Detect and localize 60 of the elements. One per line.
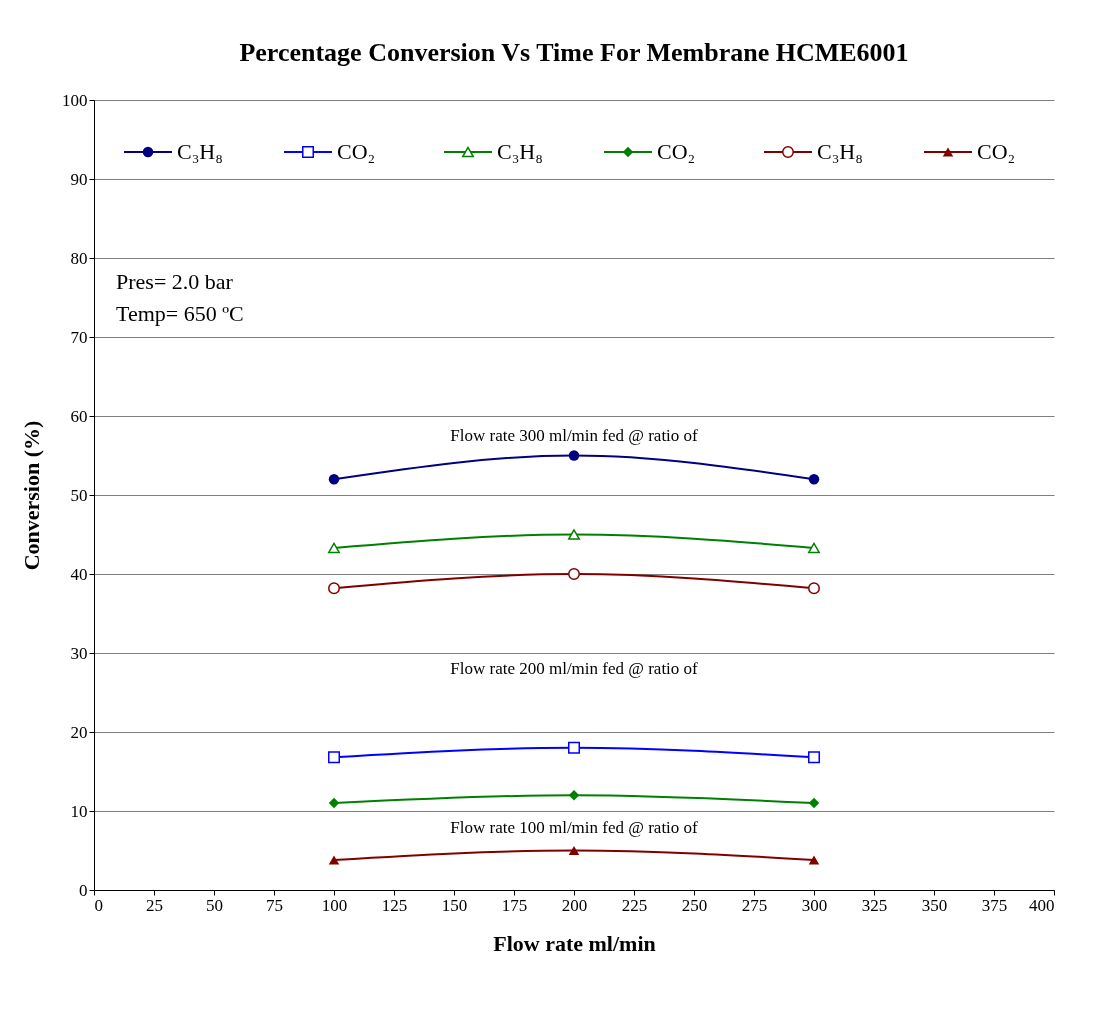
legend-label: CO₂ [657, 139, 696, 164]
x-tick-label: 175 [501, 895, 528, 915]
point [328, 751, 340, 764]
x-tick-label: 150 [441, 895, 468, 915]
x-tick-label: 275 [741, 895, 768, 915]
point [568, 568, 580, 580]
y-tick-label: 10 [70, 801, 88, 821]
legend-label: C₃H₈ [497, 139, 543, 164]
x-tick-label: 400 [1029, 895, 1055, 915]
point [568, 845, 580, 856]
annotation: Flow rate 300 ml/min fed @ ratio of [450, 425, 699, 445]
x-tick-label: 325 [861, 895, 888, 915]
point [808, 855, 820, 865]
y-tick-label: 40 [70, 564, 88, 584]
point [328, 797, 340, 809]
y-axis-title: Conversion (%) [19, 420, 44, 571]
x-tick-label: 300 [801, 895, 828, 915]
x-tick-label: 350 [921, 895, 948, 915]
y-tick-label: 80 [70, 248, 88, 268]
legend-label: C₃H₈ [177, 139, 223, 164]
x-tick-label: 125 [381, 895, 408, 915]
point [568, 529, 580, 540]
x-axis-title: Flow rate ml/min [493, 930, 656, 956]
point [328, 473, 340, 485]
point [808, 473, 820, 485]
x-tick-label: 250 [681, 895, 708, 915]
x-tick-label: 200 [561, 895, 588, 915]
y-tick-label: 20 [70, 722, 88, 742]
x-tick-label: 375 [981, 895, 1008, 915]
annotation: Flow rate 200 ml/min fed @ ratio of [450, 658, 699, 678]
point [808, 582, 820, 595]
annotation: Pres= 2.0 bar [116, 269, 234, 294]
point [568, 450, 580, 461]
point [808, 542, 820, 554]
x-tick-label: 50 [206, 895, 223, 915]
y-tick-label: 60 [70, 406, 88, 426]
legend-label: C₃H₈ [817, 139, 863, 164]
y-tick-label: 0 [79, 880, 88, 900]
point [328, 542, 340, 554]
annotation: Flow rate 100 ml/min fed @ ratio of [450, 818, 699, 838]
y-tick-label: 30 [70, 643, 88, 663]
point [568, 741, 580, 754]
x-tick-label: 225 [621, 895, 648, 915]
x-tick-label: 25 [146, 895, 163, 915]
y-tick-label: 70 [70, 327, 88, 347]
point [808, 797, 820, 809]
legend-label: CO₂ [977, 139, 1016, 164]
annotation: Temp= 650 ºC [116, 301, 244, 326]
point [328, 855, 340, 865]
y-tick-label: 50 [70, 485, 88, 505]
x-tick-label: 75 [266, 895, 283, 915]
y-tick-label: 100 [62, 90, 88, 110]
legend-label: CO₂ [337, 139, 376, 164]
chart-title: Percentage Conversion Vs Time For Membrane HCME6001 [239, 38, 909, 67]
point [808, 751, 820, 764]
point [568, 789, 580, 801]
x-tick-label: 0 [94, 895, 103, 915]
point [328, 582, 340, 595]
y-tick-label: 90 [70, 169, 88, 189]
x-tick-label: 100 [321, 895, 348, 915]
